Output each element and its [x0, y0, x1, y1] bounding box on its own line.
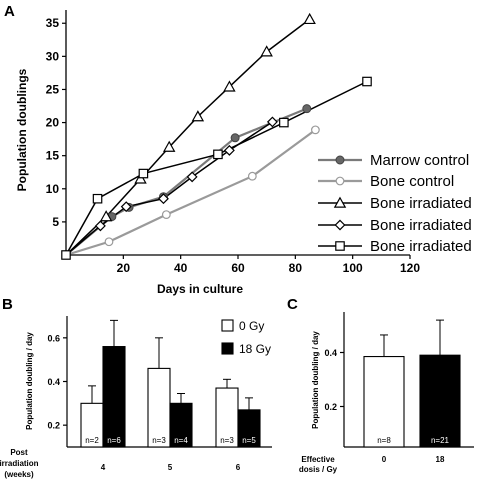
panel-b-y-tick-label: 0.2 [47, 421, 60, 431]
legend-marker-0 [335, 155, 345, 165]
series-2-point [191, 110, 205, 122]
panel-b-x-caption: Post irradiation (weeks) [0, 448, 39, 479]
series-3-point [158, 193, 169, 205]
series-2-point [99, 210, 113, 222]
panel-c-n-label: n=8 [377, 436, 391, 445]
panel-b-n-label: n=6 [107, 436, 121, 445]
panel-a-x-tick-label: 100 [343, 261, 363, 275]
panel-c-bar-chart: C Population doubling / day Effectivedos… [287, 296, 474, 474]
series-line-2 [65, 18, 311, 256]
panel-a-x-tick-label: 40 [174, 261, 188, 275]
panel-a-x-tick-label: 80 [289, 261, 303, 275]
panel-c-bar [419, 354, 461, 448]
panel-a-x-axis-title: Days in culture [157, 282, 243, 296]
series-1-point [311, 125, 320, 135]
panel-b-legend-label: 0 Gy [239, 319, 264, 333]
series-2-point [162, 140, 176, 152]
panel-b-category-label: 6 [236, 463, 241, 472]
panel-b-category-label: 4 [101, 463, 106, 472]
series-3-point [94, 220, 106, 232]
panel-a-y-tick-label: 10 [46, 182, 60, 196]
panel-b-legend-swatch [221, 319, 234, 332]
panel-b-n-label: n=5 [242, 436, 256, 445]
panel-a-y-tick-label: 35 [46, 16, 60, 30]
legend-marker-4 [335, 241, 345, 251]
panel-b-legend: 0 Gy 18 Gy [221, 319, 271, 356]
legend-marker-2 [333, 196, 347, 208]
panel-label-c: C [287, 296, 298, 313]
panel-c-bar [363, 355, 405, 448]
series-1-point [247, 171, 257, 181]
panel-c-y-axis-title: Population doubling / day [311, 331, 320, 429]
panel-a-x-tick-label: 120 [400, 261, 420, 275]
panel-b-bar [102, 346, 126, 448]
panel-c-y-tick-label: 0.2 [324, 402, 337, 412]
panel-c-category-label: 0 [382, 455, 387, 464]
series-2-point [223, 80, 236, 92]
panel-label-a: A [4, 3, 15, 20]
series-1-point [104, 237, 114, 247]
series-4-point [138, 168, 149, 179]
series-4-point [362, 76, 372, 87]
legend-marker-3 [334, 219, 346, 231]
panel-b-caption-line: irradiation [0, 459, 39, 468]
panel-c-y-tick-label: 0.4 [324, 348, 337, 358]
panel-b-n-label: n=4 [174, 436, 188, 445]
panel-b-bar-chart: B Population doubling / day Post irradiat… [0, 296, 272, 479]
series-line-1 [65, 128, 317, 257]
panel-b-y-tick-label: 0.4 [47, 377, 60, 387]
series-2-point [260, 45, 273, 57]
panel-b-y-tick-label: 0.6 [47, 333, 60, 343]
panel-b-caption-line: (weeks) [4, 470, 34, 479]
series-3-point [223, 144, 235, 156]
series-4-point [213, 149, 223, 160]
panel-a-y-tick-label: 15 [46, 149, 60, 163]
panel-b-caption-line: Post [10, 448, 28, 457]
series-line-4 [65, 80, 368, 256]
series-3-point [120, 201, 132, 213]
panel-c-caption-line: Effective [301, 455, 335, 464]
origin-point [61, 250, 71, 260]
series-4-point [279, 117, 289, 128]
series-0-point [230, 133, 240, 143]
panel-a-y-tick-label: 20 [46, 116, 60, 130]
panel-a-y-axis-title: Population doublings [15, 68, 29, 191]
panel-label-b: B [2, 296, 13, 313]
series-3-point [186, 171, 198, 183]
panel-b-n-label: n=3 [152, 436, 166, 445]
legend-label: Bone irradiated [370, 217, 472, 234]
series-2-point [303, 12, 316, 25]
panel-b-y-axis-title: Population doubling / day [25, 332, 34, 430]
panel-c-category-label: 18 [436, 455, 445, 464]
panel-b-legend-label: 18 Gy [239, 342, 271, 356]
legend-marker-1 [335, 176, 345, 186]
series-0-point [302, 104, 312, 114]
panel-b-n-label: n=3 [220, 436, 234, 445]
panel-a-line-chart: A Days in culture Population doublings 2… [4, 3, 472, 296]
legend-label: Marrow control [370, 152, 469, 169]
panel-a-legend: Marrow control Bone control Bone irradiate… [318, 152, 472, 255]
panel-c-n-label: n=21 [431, 436, 450, 445]
panel-a-y-tick-label: 5 [52, 215, 59, 229]
panel-c-caption-line: dosis / Gy [299, 465, 338, 474]
panel-a-x-tick-label: 20 [117, 261, 131, 275]
panel-b-n-label: n=2 [85, 436, 99, 445]
panel-a-y-tick-label: 25 [46, 82, 60, 96]
panel-a-y-tick-label: 30 [46, 49, 60, 63]
legend-label: Bone irradiated [370, 195, 472, 212]
legend-label: Bone irradiated [370, 238, 472, 255]
series-3-point [266, 116, 278, 128]
panel-a-x-tick-label: 60 [231, 261, 245, 275]
series-1-point [161, 210, 171, 220]
panel-b-legend-swatch [221, 342, 234, 355]
panel-b-category-label: 5 [168, 463, 173, 472]
series-4-point [92, 193, 103, 204]
legend-label: Bone control [370, 173, 454, 190]
